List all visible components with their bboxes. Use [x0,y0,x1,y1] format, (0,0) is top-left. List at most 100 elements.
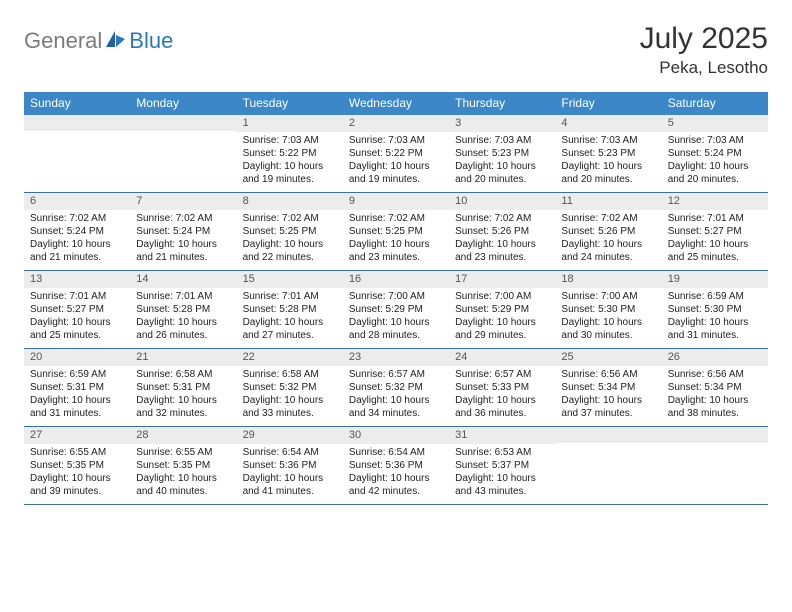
day-body: Sunrise: 7:00 AMSunset: 5:30 PMDaylight:… [555,288,661,348]
sunset-line: Sunset: 5:37 PM [455,459,549,472]
sail-icon [105,30,127,53]
day-number: 29 [237,427,343,444]
day-body: Sunrise: 6:55 AMSunset: 5:35 PMDaylight:… [130,444,236,504]
dl1-line: Daylight: 10 hours [668,394,762,407]
day-number: 7 [130,193,236,210]
sunrise-line: Sunrise: 7:00 AM [561,290,655,303]
dl1-line: Daylight: 10 hours [30,394,124,407]
dl1-line: Daylight: 10 hours [349,238,443,251]
sunset-line: Sunset: 5:25 PM [243,225,337,238]
dl2-line: and 22 minutes. [243,251,337,264]
dl2-line: and 24 minutes. [561,251,655,264]
day-number: 6 [24,193,130,210]
day-number: 4 [555,115,661,132]
sunset-line: Sunset: 5:36 PM [349,459,443,472]
day-number: 28 [130,427,236,444]
dl2-line: and 20 minutes. [455,173,549,186]
dl2-line: and 36 minutes. [455,407,549,420]
dl2-line: and 39 minutes. [30,485,124,498]
dow-sat: Saturday [662,92,768,115]
day-body: Sunrise: 6:57 AMSunset: 5:33 PMDaylight:… [449,366,555,426]
dl1-line: Daylight: 10 hours [561,238,655,251]
dow-wed: Wednesday [343,92,449,115]
day-cell: 25Sunrise: 6:56 AMSunset: 5:34 PMDayligh… [555,349,661,426]
dl1-line: Daylight: 10 hours [561,160,655,173]
sunset-line: Sunset: 5:35 PM [136,459,230,472]
sunrise-line: Sunrise: 6:59 AM [668,290,762,303]
sunset-line: Sunset: 5:26 PM [561,225,655,238]
dl1-line: Daylight: 10 hours [561,394,655,407]
day-cell: 19Sunrise: 6:59 AMSunset: 5:30 PMDayligh… [662,271,768,348]
sunrise-line: Sunrise: 6:57 AM [455,368,549,381]
day-body: Sunrise: 7:00 AMSunset: 5:29 PMDaylight:… [449,288,555,348]
week-row: 6Sunrise: 7:02 AMSunset: 5:24 PMDaylight… [24,193,768,271]
title-block: July 2025 Peka, Lesotho [640,22,768,78]
day-body [555,443,661,501]
day-number: 2 [343,115,449,132]
day-body: Sunrise: 6:53 AMSunset: 5:37 PMDaylight:… [449,444,555,504]
sunrise-line: Sunrise: 7:03 AM [243,134,337,147]
day-number: 27 [24,427,130,444]
dl2-line: and 30 minutes. [561,329,655,342]
day-number: 10 [449,193,555,210]
dl1-line: Daylight: 10 hours [349,472,443,485]
day-body: Sunrise: 6:59 AMSunset: 5:30 PMDaylight:… [662,288,768,348]
day-number: 26 [662,349,768,366]
day-body: Sunrise: 7:01 AMSunset: 5:27 PMDaylight:… [662,210,768,270]
day-body: Sunrise: 7:03 AMSunset: 5:23 PMDaylight:… [449,132,555,192]
day-cell: 10Sunrise: 7:02 AMSunset: 5:26 PMDayligh… [449,193,555,270]
day-body: Sunrise: 7:02 AMSunset: 5:24 PMDaylight:… [130,210,236,270]
day-number: 23 [343,349,449,366]
sunset-line: Sunset: 5:26 PM [455,225,549,238]
day-body: Sunrise: 7:03 AMSunset: 5:23 PMDaylight:… [555,132,661,192]
day-cell: 20Sunrise: 6:59 AMSunset: 5:31 PMDayligh… [24,349,130,426]
day-body: Sunrise: 6:57 AMSunset: 5:32 PMDaylight:… [343,366,449,426]
day-body [130,131,236,189]
day-body [662,443,768,501]
dow-sun: Sunday [24,92,130,115]
dow-header-row: Sunday Monday Tuesday Wednesday Thursday… [24,92,768,115]
dl1-line: Daylight: 10 hours [30,472,124,485]
day-body: Sunrise: 7:03 AMSunset: 5:24 PMDaylight:… [662,132,768,192]
day-cell: 22Sunrise: 6:58 AMSunset: 5:32 PMDayligh… [237,349,343,426]
weeks-container: 1Sunrise: 7:03 AMSunset: 5:22 PMDaylight… [24,115,768,505]
day-number: 8 [237,193,343,210]
sunrise-line: Sunrise: 7:01 AM [243,290,337,303]
logo-text-general: General [24,28,102,54]
day-cell: 24Sunrise: 6:57 AMSunset: 5:33 PMDayligh… [449,349,555,426]
sunset-line: Sunset: 5:35 PM [30,459,124,472]
day-cell: 11Sunrise: 7:02 AMSunset: 5:26 PMDayligh… [555,193,661,270]
sunset-line: Sunset: 5:30 PM [561,303,655,316]
day-cell: 5Sunrise: 7:03 AMSunset: 5:24 PMDaylight… [662,115,768,192]
sunset-line: Sunset: 5:33 PM [455,381,549,394]
sunrise-line: Sunrise: 7:02 AM [561,212,655,225]
sunrise-line: Sunrise: 7:02 AM [243,212,337,225]
day-cell: 29Sunrise: 6:54 AMSunset: 5:36 PMDayligh… [237,427,343,504]
day-body: Sunrise: 7:03 AMSunset: 5:22 PMDaylight:… [343,132,449,192]
day-number [662,427,768,443]
day-number: 9 [343,193,449,210]
dl1-line: Daylight: 10 hours [561,316,655,329]
sunset-line: Sunset: 5:30 PM [668,303,762,316]
day-body [24,131,130,189]
dl2-line: and 38 minutes. [668,407,762,420]
sunrise-line: Sunrise: 7:01 AM [668,212,762,225]
sunrise-line: Sunrise: 6:59 AM [30,368,124,381]
day-body: Sunrise: 7:02 AMSunset: 5:24 PMDaylight:… [24,210,130,270]
sunset-line: Sunset: 5:36 PM [243,459,337,472]
sunset-line: Sunset: 5:22 PM [243,147,337,160]
dl1-line: Daylight: 10 hours [243,316,337,329]
dl1-line: Daylight: 10 hours [136,472,230,485]
day-cell: 6Sunrise: 7:02 AMSunset: 5:24 PMDaylight… [24,193,130,270]
day-cell: 17Sunrise: 7:00 AMSunset: 5:29 PMDayligh… [449,271,555,348]
dl1-line: Daylight: 10 hours [243,394,337,407]
day-cell: 2Sunrise: 7:03 AMSunset: 5:22 PMDaylight… [343,115,449,192]
sunrise-line: Sunrise: 7:00 AM [455,290,549,303]
sunset-line: Sunset: 5:31 PM [136,381,230,394]
dl2-line: and 31 minutes. [30,407,124,420]
day-body: Sunrise: 7:02 AMSunset: 5:25 PMDaylight:… [343,210,449,270]
dl2-line: and 19 minutes. [243,173,337,186]
day-cell: 13Sunrise: 7:01 AMSunset: 5:27 PMDayligh… [24,271,130,348]
sunrise-line: Sunrise: 6:57 AM [349,368,443,381]
sunset-line: Sunset: 5:29 PM [349,303,443,316]
